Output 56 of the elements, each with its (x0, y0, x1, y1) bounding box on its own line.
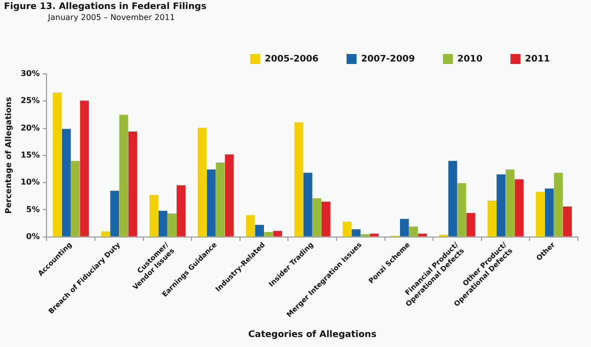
bar (506, 170, 515, 236)
bar (488, 200, 496, 236)
bar (224, 154, 234, 236)
bar (352, 229, 361, 236)
bar (303, 172, 312, 236)
bar (457, 183, 466, 236)
bar (544, 188, 554, 236)
bar (536, 192, 545, 236)
y-tick-label: 15% (20, 150, 40, 160)
legend-label: 2010 (457, 54, 482, 64)
bar (216, 162, 225, 236)
bar (62, 128, 71, 236)
bar (206, 170, 216, 236)
bar (448, 160, 458, 236)
bar (255, 224, 264, 236)
bar (466, 212, 476, 236)
bar (370, 234, 379, 236)
bar (563, 206, 572, 236)
bar (264, 232, 274, 236)
bar (496, 174, 506, 236)
bar (70, 160, 80, 236)
legend-label: 2007-2009 (361, 54, 415, 64)
legend-label: 2011 (524, 54, 550, 64)
y-axis-title: Percentage of Allegations (4, 96, 13, 214)
bar (246, 215, 255, 236)
y-tick-label: 5% (26, 204, 40, 214)
bar (273, 230, 282, 236)
bar (409, 226, 418, 236)
y-tick-label: 20% (20, 123, 40, 132)
bar (554, 172, 563, 236)
bar (176, 185, 186, 236)
bar (400, 218, 409, 236)
bar (119, 114, 128, 236)
y-tick-label: 30% (20, 69, 40, 78)
bar (322, 202, 330, 236)
x-axis-title: Categories of Allegations (248, 330, 376, 340)
bar (418, 234, 427, 236)
bar (294, 122, 304, 236)
bar (312, 198, 322, 236)
bar (514, 179, 524, 236)
bar (101, 231, 110, 236)
y-tick-label: 0% (26, 232, 40, 241)
y-tick-label: 25% (20, 96, 40, 106)
bar (168, 214, 176, 236)
y-tick-label: 10% (20, 178, 40, 187)
bar (149, 195, 158, 236)
bar (128, 132, 138, 236)
bar (110, 190, 120, 236)
bar (342, 222, 352, 236)
bar (52, 92, 62, 236)
legend-label: 2005-2006 (264, 54, 319, 64)
chart-subtitle: January 2005 – November 2011 (48, 13, 175, 22)
chart-title: Figure 13. Allegations in Federal Filings (4, 2, 206, 12)
bar (158, 210, 168, 236)
bar (80, 100, 89, 236)
bar (198, 128, 207, 236)
